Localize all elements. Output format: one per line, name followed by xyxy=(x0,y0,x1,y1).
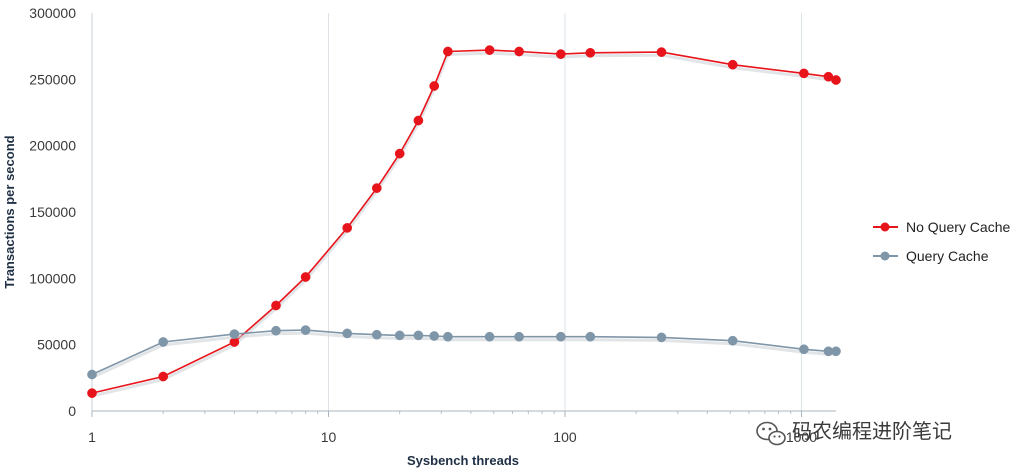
data-point-query-cache xyxy=(585,331,596,342)
data-point-no-query-cache xyxy=(656,47,667,57)
y-axis-title: Transactions per second xyxy=(2,135,17,288)
data-point-no-query-cache xyxy=(271,300,281,311)
data-point-no-query-cache xyxy=(443,46,453,57)
data-point-query-cache xyxy=(300,325,311,335)
data-point-no-query-cache xyxy=(342,223,353,233)
data-point-no-query-cache xyxy=(429,81,440,91)
data-point-no-query-cache xyxy=(87,388,97,398)
y-tick-label: 50000 xyxy=(37,337,76,353)
data-point-query-cache xyxy=(831,346,841,357)
data-point-query-cache xyxy=(158,337,169,347)
data-point-query-cache xyxy=(371,329,382,340)
y-tick-label: 200000 xyxy=(29,138,76,154)
y-tick-label: 150000 xyxy=(29,204,76,220)
series-layer xyxy=(87,45,841,398)
x-tick-label: 1 xyxy=(88,429,96,445)
data-point-query-cache xyxy=(429,331,440,341)
legend-swatch-marker xyxy=(880,222,890,232)
data-point-no-query-cache xyxy=(514,46,524,57)
legend: No Query Cache Query Cache xyxy=(873,219,1010,264)
data-point-query-cache xyxy=(484,331,495,342)
data-point-query-cache xyxy=(799,344,809,355)
data-point-query-cache xyxy=(514,331,524,342)
data-point-no-query-cache xyxy=(413,115,424,126)
data-point-no-query-cache xyxy=(484,45,495,55)
series-shadow-no-query-cache xyxy=(91,51,837,398)
data-point-no-query-cache xyxy=(831,75,841,85)
y-tick-label: 100000 xyxy=(29,270,76,286)
data-point-query-cache xyxy=(87,369,97,380)
series-shadow-query-cache xyxy=(91,331,836,379)
data-point-query-cache xyxy=(271,325,281,336)
x-tick-label: 1000 xyxy=(786,429,817,445)
y-tick-label: 0 xyxy=(68,403,76,419)
legend-label: Query Cache xyxy=(906,248,989,264)
x-tick-labels: 1 10 100 1000 xyxy=(88,429,817,445)
x-axis-title: Sysbench threads xyxy=(407,453,519,468)
data-point-query-cache xyxy=(394,330,405,341)
data-point-no-query-cache xyxy=(394,148,405,159)
legend-label: No Query Cache xyxy=(906,219,1010,235)
y-tick-label: 300000 xyxy=(29,5,76,21)
data-point-no-query-cache xyxy=(727,59,738,70)
wechat-icon xyxy=(756,421,786,446)
y-tick-labels: 0 50000 100000 150000 200000 250000 300000 xyxy=(29,5,76,419)
data-point-no-query-cache xyxy=(585,47,596,58)
data-point-no-query-cache xyxy=(555,49,566,59)
data-point-query-cache xyxy=(555,331,566,342)
y-tick-label: 250000 xyxy=(29,71,76,87)
data-point-no-query-cache xyxy=(300,272,311,282)
x-tick-label: 100 xyxy=(553,429,577,445)
data-point-no-query-cache xyxy=(371,183,382,193)
grid-lines xyxy=(91,13,802,411)
x-tick-label: 10 xyxy=(321,429,337,445)
data-point-query-cache xyxy=(413,330,424,341)
axes xyxy=(91,13,836,417)
legend-swatch-marker xyxy=(880,251,890,261)
data-point-no-query-cache xyxy=(158,371,169,382)
data-point-query-cache xyxy=(443,331,453,342)
legend-item-no-query-cache: No Query Cache xyxy=(873,219,1010,235)
data-point-query-cache xyxy=(656,332,667,343)
legend-item-query-cache: Query Cache xyxy=(873,248,989,264)
data-point-query-cache xyxy=(229,329,240,339)
data-point-no-query-cache xyxy=(799,68,809,79)
watermark-text: 码农编程进阶笔记 xyxy=(792,419,952,443)
data-point-query-cache xyxy=(727,335,738,346)
data-point-query-cache xyxy=(342,328,353,339)
watermark: 码农编程进阶笔记 xyxy=(756,419,952,446)
series-line-no-query-cache xyxy=(91,49,837,394)
series-line-query-cache xyxy=(91,329,836,376)
